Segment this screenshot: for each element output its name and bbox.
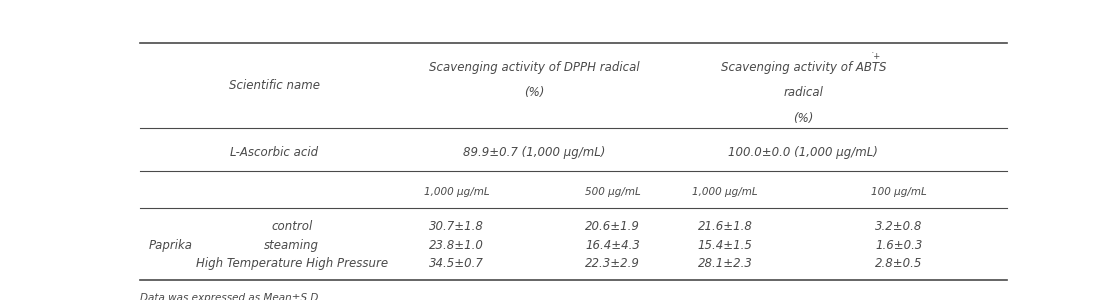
Text: 21.6±1.8: 21.6±1.8 bbox=[698, 220, 753, 233]
Text: control: control bbox=[271, 220, 312, 233]
Text: 22.3±2.9: 22.3±2.9 bbox=[585, 257, 640, 270]
Text: 30.7±1.8: 30.7±1.8 bbox=[429, 220, 483, 233]
Text: 100.0±0.0 (1,000 μg/mL): 100.0±0.0 (1,000 μg/mL) bbox=[728, 146, 878, 159]
Text: 15.4±1.5: 15.4±1.5 bbox=[698, 238, 753, 252]
Text: 3.2±0.8: 3.2±0.8 bbox=[875, 220, 922, 233]
Text: 2.8±0.5: 2.8±0.5 bbox=[875, 257, 922, 270]
Text: Scientific name: Scientific name bbox=[228, 79, 320, 92]
Text: 500 μg/mL: 500 μg/mL bbox=[584, 187, 640, 197]
Text: Data was expressed as Mean±S.D.: Data was expressed as Mean±S.D. bbox=[140, 293, 321, 300]
Text: 34.5±0.7: 34.5±0.7 bbox=[429, 257, 483, 270]
Text: 23.8±1.0: 23.8±1.0 bbox=[429, 238, 483, 252]
Text: (%): (%) bbox=[525, 86, 545, 99]
Text: High Temperature High Pressure: High Temperature High Pressure bbox=[196, 257, 387, 270]
Text: 16.4±4.3: 16.4±4.3 bbox=[585, 238, 640, 252]
Text: ˙+: ˙+ bbox=[869, 52, 881, 61]
Text: 1.6±0.3: 1.6±0.3 bbox=[875, 238, 922, 252]
Text: Scavenging activity of ABTS: Scavenging activity of ABTS bbox=[721, 61, 886, 74]
Text: 100 μg/mL: 100 μg/mL bbox=[871, 187, 927, 197]
Text: (%): (%) bbox=[793, 112, 814, 124]
Text: Scavenging activity of DPPH radical: Scavenging activity of DPPH radical bbox=[430, 61, 640, 74]
Text: 1,000 μg/mL: 1,000 μg/mL bbox=[693, 187, 758, 197]
Text: 1,000 μg/mL: 1,000 μg/mL bbox=[424, 187, 489, 197]
Text: 20.6±1.9: 20.6±1.9 bbox=[585, 220, 640, 233]
Text: steaming: steaming bbox=[264, 238, 319, 252]
Text: Paprika: Paprika bbox=[149, 238, 192, 252]
Text: 89.9±0.7 (1,000 μg/mL): 89.9±0.7 (1,000 μg/mL) bbox=[463, 146, 605, 159]
Text: L-Ascorbic acid: L-Ascorbic acid bbox=[231, 146, 319, 159]
Text: 28.1±2.3: 28.1±2.3 bbox=[698, 257, 753, 270]
Text: radical: radical bbox=[783, 86, 824, 99]
